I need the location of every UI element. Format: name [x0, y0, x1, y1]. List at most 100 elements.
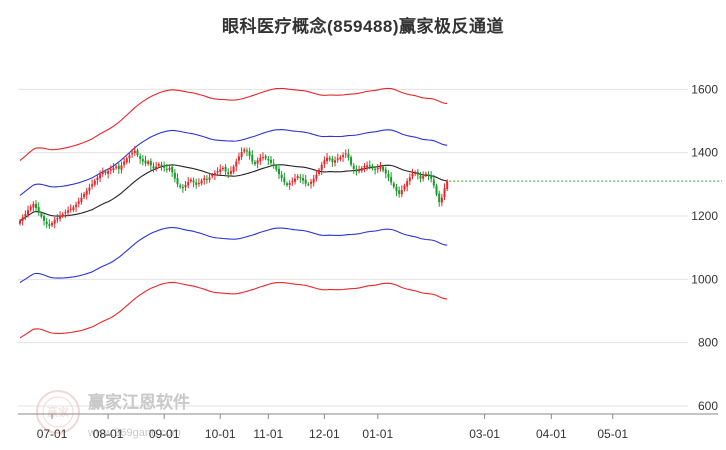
- candle-body: [387, 174, 390, 178]
- candle-body: [443, 188, 446, 198]
- candle-body: [240, 152, 243, 157]
- candle-body: [245, 150, 248, 152]
- candle-body: [283, 177, 286, 183]
- candle-body: [326, 157, 329, 162]
- candle-body: [197, 183, 200, 185]
- x-tick-label: 05-01: [597, 427, 628, 441]
- candle-body: [307, 184, 310, 186]
- candle-body: [131, 152, 134, 155]
- inner-lower-band: [19, 226, 448, 283]
- y-tick-label: 1600: [691, 82, 718, 96]
- candle-body: [99, 174, 102, 179]
- x-tick-label: 03-01: [469, 427, 500, 441]
- candle-body: [120, 165, 123, 170]
- outer-lower-band: [19, 281, 448, 339]
- candle-body: [211, 174, 214, 177]
- candle-body: [125, 158, 128, 163]
- candle-body: [40, 213, 43, 217]
- candle-body: [192, 180, 195, 183]
- svg-text:赢家: 赢家: [47, 405, 69, 419]
- candle-body: [51, 222, 54, 226]
- candle-body: [363, 165, 366, 168]
- y-tick-label: 1000: [691, 272, 718, 286]
- y-tick-label: 600: [698, 399, 718, 413]
- candle-body: [294, 178, 297, 182]
- candle-body: [29, 206, 32, 210]
- candle-body: [163, 165, 166, 168]
- candle-body: [384, 169, 387, 174]
- candle-body: [280, 174, 283, 178]
- candle-body: [109, 169, 112, 171]
- candle-body: [27, 210, 30, 215]
- candle-body: [368, 165, 371, 167]
- candle-body: [424, 173, 427, 176]
- candle-body: [93, 180, 96, 185]
- candle-body: [277, 168, 280, 175]
- candle-body: [181, 186, 184, 189]
- x-tick-label: 12-01: [309, 427, 340, 441]
- candle-body: [344, 153, 347, 155]
- candle-body: [176, 178, 179, 185]
- candle-body: [59, 216, 62, 219]
- candle-body: [35, 203, 38, 209]
- candle-body: [216, 171, 219, 173]
- inner-upper-band: [19, 129, 448, 196]
- candle-body: [264, 156, 267, 159]
- candle-body: [53, 219, 56, 224]
- candle-body: [261, 157, 264, 159]
- candle-body: [286, 183, 288, 185]
- candle-body: [139, 156, 142, 159]
- x-tick-label: 07-01: [37, 427, 68, 441]
- y-tick-label: 800: [698, 336, 718, 350]
- candle-body: [128, 155, 131, 159]
- candle-body: [256, 160, 259, 164]
- candle-body: [101, 172, 104, 175]
- x-tick-label: 01-01: [362, 427, 393, 441]
- svg-text:赢家江恩软件: 赢家江恩软件: [88, 392, 190, 412]
- candle-body: [408, 177, 411, 182]
- candle-body: [237, 156, 240, 161]
- svg-text:www.369gann.com: www.369gann.com: [87, 427, 181, 439]
- candle-body: [88, 187, 91, 191]
- candle-body: [72, 207, 75, 210]
- candle-body: [318, 169, 321, 174]
- candle-body: [195, 182, 198, 185]
- candle-body: [232, 166, 235, 172]
- candle-body: [315, 174, 318, 179]
- candle-body: [267, 158, 270, 161]
- watermark: 赢家 赢家江恩软件 www.369gann.com: [36, 390, 190, 439]
- candle-body: [422, 176, 425, 179]
- candle-body: [379, 166, 382, 169]
- candle-body: [168, 167, 171, 170]
- candle-body: [350, 157, 353, 165]
- candle-body: [224, 166, 227, 172]
- candle-body: [136, 150, 139, 156]
- candle-body: [438, 193, 441, 203]
- candle-body: [440, 197, 443, 203]
- candle-body: [430, 174, 433, 179]
- candle-body: [352, 165, 355, 170]
- candle-body: [83, 193, 86, 198]
- candle-body: [115, 166, 118, 168]
- candle-body: [133, 150, 136, 154]
- x-tick-label: 09-01: [149, 427, 180, 441]
- candle-body: [366, 165, 369, 167]
- candle-body: [213, 172, 216, 176]
- candle-body: [411, 173, 414, 177]
- candle-body: [304, 179, 307, 184]
- candle-body: [200, 180, 203, 184]
- outer-upper-band: [19, 87, 448, 162]
- candle-body: [360, 167, 363, 171]
- candle-body: [331, 158, 334, 163]
- candle-body: [376, 167, 379, 170]
- y-tick-label: 1200: [691, 209, 718, 223]
- candle-body: [291, 181, 294, 183]
- candle-body: [336, 158, 339, 160]
- candle-body: [203, 178, 206, 181]
- chart-title: 眼科医疗概念(859488)赢家极反通道: [221, 17, 505, 36]
- candle-body: [312, 178, 315, 183]
- candle-body: [310, 181, 313, 184]
- x-tick-label: 04-01: [536, 427, 567, 441]
- candle-body: [152, 166, 155, 169]
